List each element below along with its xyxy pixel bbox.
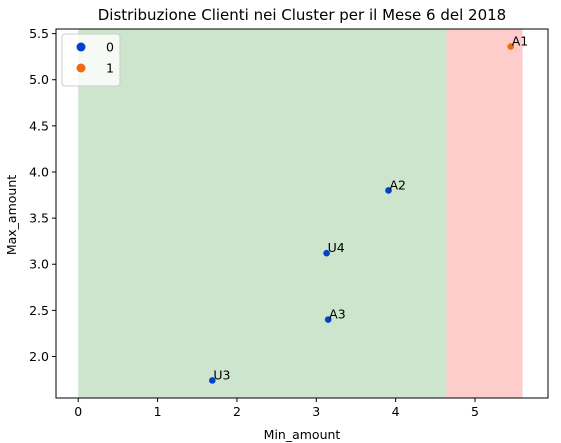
legend-label-0: 0 xyxy=(106,40,114,55)
point-label-a1: A1 xyxy=(512,34,529,49)
data-point-a3 xyxy=(324,316,332,323)
x-axis-ticks: 0 1 2 3 4 5 xyxy=(74,398,479,419)
chart-title: Distribuzione Clienti nei Cluster per il… xyxy=(98,6,506,24)
cluster-region-1 xyxy=(446,29,523,398)
y-tick-label-7: 5.5 xyxy=(29,26,49,41)
point-labels: A2 U4 A3 U3 A1 xyxy=(213,34,528,383)
cluster-region-0 xyxy=(78,29,447,398)
data-point-u4 xyxy=(323,249,330,257)
point-label-a2: A2 xyxy=(389,177,406,192)
y-axis-ticks: 2.0 2.5 3.0 3.5 4.0 4.5 5.0 5.5 xyxy=(29,26,56,364)
data-point-a1 xyxy=(507,43,515,50)
point-label-u3: U3 xyxy=(213,367,230,382)
y-axis-label: Max_amount xyxy=(4,175,19,255)
x-tick-label-2: 2 xyxy=(233,404,241,419)
data-points xyxy=(209,43,515,384)
x-tick-label-1: 1 xyxy=(154,404,162,419)
legend-marker-1 xyxy=(76,63,86,73)
point-label-u4: U4 xyxy=(328,240,345,255)
legend-marker-0 xyxy=(76,42,86,52)
data-point-u3 xyxy=(209,377,216,384)
y-tick-label-4: 4.0 xyxy=(29,164,49,179)
y-tick-label-6: 5.0 xyxy=(29,72,49,87)
y-tick-label-2: 3.0 xyxy=(29,257,49,272)
x-tick-label-0: 0 xyxy=(74,404,82,419)
data-point-a2 xyxy=(385,187,392,194)
point-label-a3: A3 xyxy=(329,307,346,322)
x-axis-label: Min_amount xyxy=(264,427,341,442)
y-tick-label-5: 4.5 xyxy=(29,118,49,133)
y-tick-label-3: 3.5 xyxy=(29,211,49,226)
x-tick-label-3: 3 xyxy=(312,404,320,419)
plot-frame xyxy=(55,28,549,399)
y-tick-label-0: 2.0 xyxy=(29,349,49,364)
cluster-regions xyxy=(78,29,523,398)
legend: 01 xyxy=(61,33,121,87)
x-tick-label-4: 4 xyxy=(392,404,400,419)
legend-label-1: 1 xyxy=(106,61,114,76)
y-tick-label-1: 2.5 xyxy=(29,303,49,318)
x-tick-label-5: 5 xyxy=(471,404,479,419)
